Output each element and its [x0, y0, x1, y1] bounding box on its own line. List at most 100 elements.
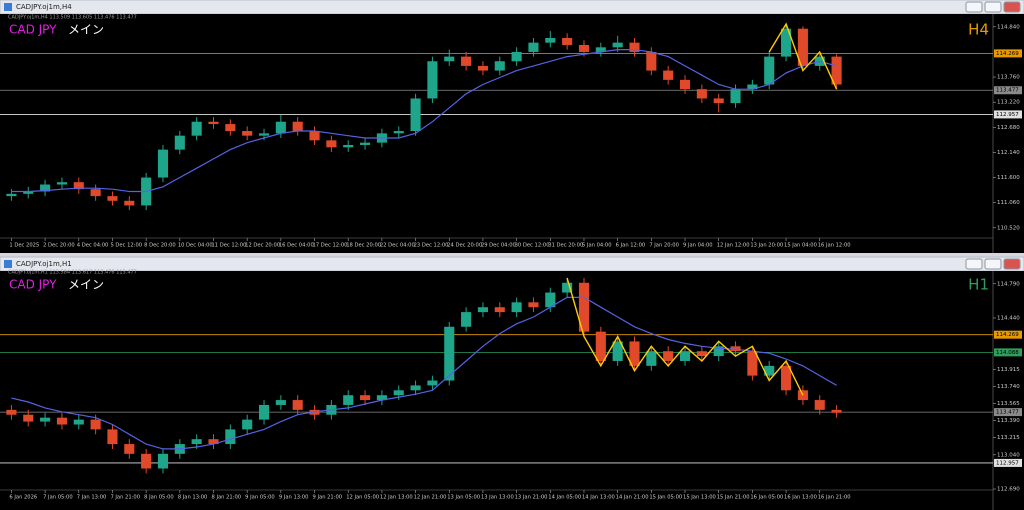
candle-body	[90, 189, 101, 197]
x-tick-label: 9 Jan 13:00	[279, 495, 309, 501]
x-tick-label: 15 Jan 21:00	[717, 495, 750, 501]
chart-label: メイン	[68, 278, 104, 292]
candle-body	[23, 414, 34, 422]
price-tag-label: 113.477	[996, 410, 1019, 416]
candle-body	[124, 444, 135, 454]
window-icon	[4, 260, 12, 268]
candle-body	[764, 365, 775, 376]
candle-body	[612, 341, 623, 361]
candle-body	[191, 121, 202, 136]
x-tick-label: 7 Jan 21:00	[110, 495, 140, 501]
price-tag-label: 114.269	[996, 332, 1019, 338]
candle-body	[23, 191, 34, 194]
moving-average	[11, 49, 837, 193]
candle-body	[747, 84, 758, 90]
x-tick-label: 14 Jan 13:00	[582, 495, 615, 501]
y-tick-label: 113.390	[997, 418, 1020, 424]
y-tick-label: 113.740	[997, 384, 1020, 390]
x-tick-label: 8 Dec 20:00	[144, 243, 176, 249]
x-tick-label: 9 Jan 04:00	[683, 243, 713, 249]
candle-body	[360, 142, 371, 145]
symbol: CAD JPY	[9, 278, 57, 292]
candle-body	[814, 400, 825, 410]
x-tick-label: 9 Jan 05:00	[245, 495, 275, 501]
candle-body	[679, 351, 691, 361]
y-tick-label: 113.215	[997, 435, 1020, 441]
timeframe: H1	[968, 276, 989, 294]
candle-body	[444, 56, 455, 62]
candle-body	[56, 182, 67, 185]
price-tag-label: 113.477	[996, 88, 1019, 94]
x-tick-label: 10 Dec 04:00	[178, 243, 213, 249]
candle-body	[696, 351, 707, 357]
candle-body	[343, 395, 354, 405]
window-button[interactable]	[965, 1, 983, 13]
candle-body	[410, 98, 421, 132]
candle-body	[410, 385, 421, 391]
price-tag	[994, 408, 1022, 417]
info-line: CADJPY.oj1m,H1 113.584 113.617 113.476 1…	[8, 270, 137, 276]
candle-body	[461, 312, 472, 327]
y-tick-label: 113.915	[997, 367, 1020, 373]
candle-body	[781, 365, 792, 391]
candle-body	[713, 98, 724, 104]
x-tick-label: 15 Jan 05:00	[649, 495, 682, 501]
price-tag	[994, 348, 1022, 357]
window-button[interactable]	[984, 258, 1002, 270]
candle-body	[376, 395, 387, 401]
candle-body	[326, 140, 337, 148]
x-tick-label: 13 Jan 13:00	[481, 495, 514, 501]
candle-body	[124, 200, 135, 206]
candle-body	[56, 417, 67, 425]
y-tick-label: 114.440	[997, 315, 1020, 321]
window-title: CADJPY.oj1m,H4	[16, 3, 72, 11]
candle-body	[578, 282, 590, 332]
candle-body	[40, 417, 51, 422]
candle-body	[494, 307, 505, 313]
zigzag	[566, 277, 804, 396]
x-tick-label: 12 Jan 21:00	[414, 495, 447, 501]
x-tick-label: 9 Jan 21:00	[313, 495, 343, 501]
x-tick-label: 6 Jan 2026	[9, 495, 37, 501]
candle-body	[157, 149, 169, 178]
candle-body	[764, 56, 775, 85]
candle-body	[578, 44, 590, 52]
candle-body	[6, 409, 17, 415]
x-tick-label: 12 Jan 12:00	[717, 243, 750, 249]
x-tick-label: 29 Dec 04:00	[481, 243, 516, 249]
x-tick-label: 7 Jan 13:00	[77, 495, 107, 501]
window-button[interactable]	[1003, 258, 1021, 270]
window-button[interactable]	[1003, 1, 1021, 13]
candle-body	[461, 56, 472, 66]
title-bar	[0, 256, 1024, 272]
y-tick-label: 111.600	[997, 175, 1020, 181]
candle-body	[258, 404, 270, 420]
candle-body	[258, 133, 270, 136]
candle-body	[646, 351, 657, 366]
x-tick-label: 17 Dec 12:00	[313, 243, 348, 249]
candle-body	[831, 409, 842, 413]
x-tick-label: 16 Dec 04:00	[279, 243, 314, 249]
window-button[interactable]	[984, 1, 1002, 13]
candle-body	[309, 131, 320, 141]
window-button[interactable]	[965, 258, 983, 270]
y-tick-label: 113.220	[997, 100, 1020, 106]
x-tick-label: 15 Jan 13:00	[683, 495, 716, 501]
candle-body	[797, 28, 808, 66]
y-tick-label: 110.520	[997, 225, 1020, 231]
x-tick-label: 14 Jan 21:00	[616, 495, 649, 501]
y-tick-label: 113.760	[997, 75, 1020, 81]
candle-body	[595, 331, 606, 361]
candle-body	[360, 395, 371, 401]
candle-body	[343, 144, 354, 148]
x-tick-label: 5 Jan 04:00	[582, 243, 612, 249]
candle-body	[73, 182, 84, 190]
timeframe: H4	[968, 21, 989, 39]
candle-body	[225, 124, 236, 132]
candle-body	[393, 390, 404, 396]
candle-body	[427, 380, 438, 386]
candle-body	[679, 79, 691, 90]
price-tag	[994, 458, 1022, 467]
